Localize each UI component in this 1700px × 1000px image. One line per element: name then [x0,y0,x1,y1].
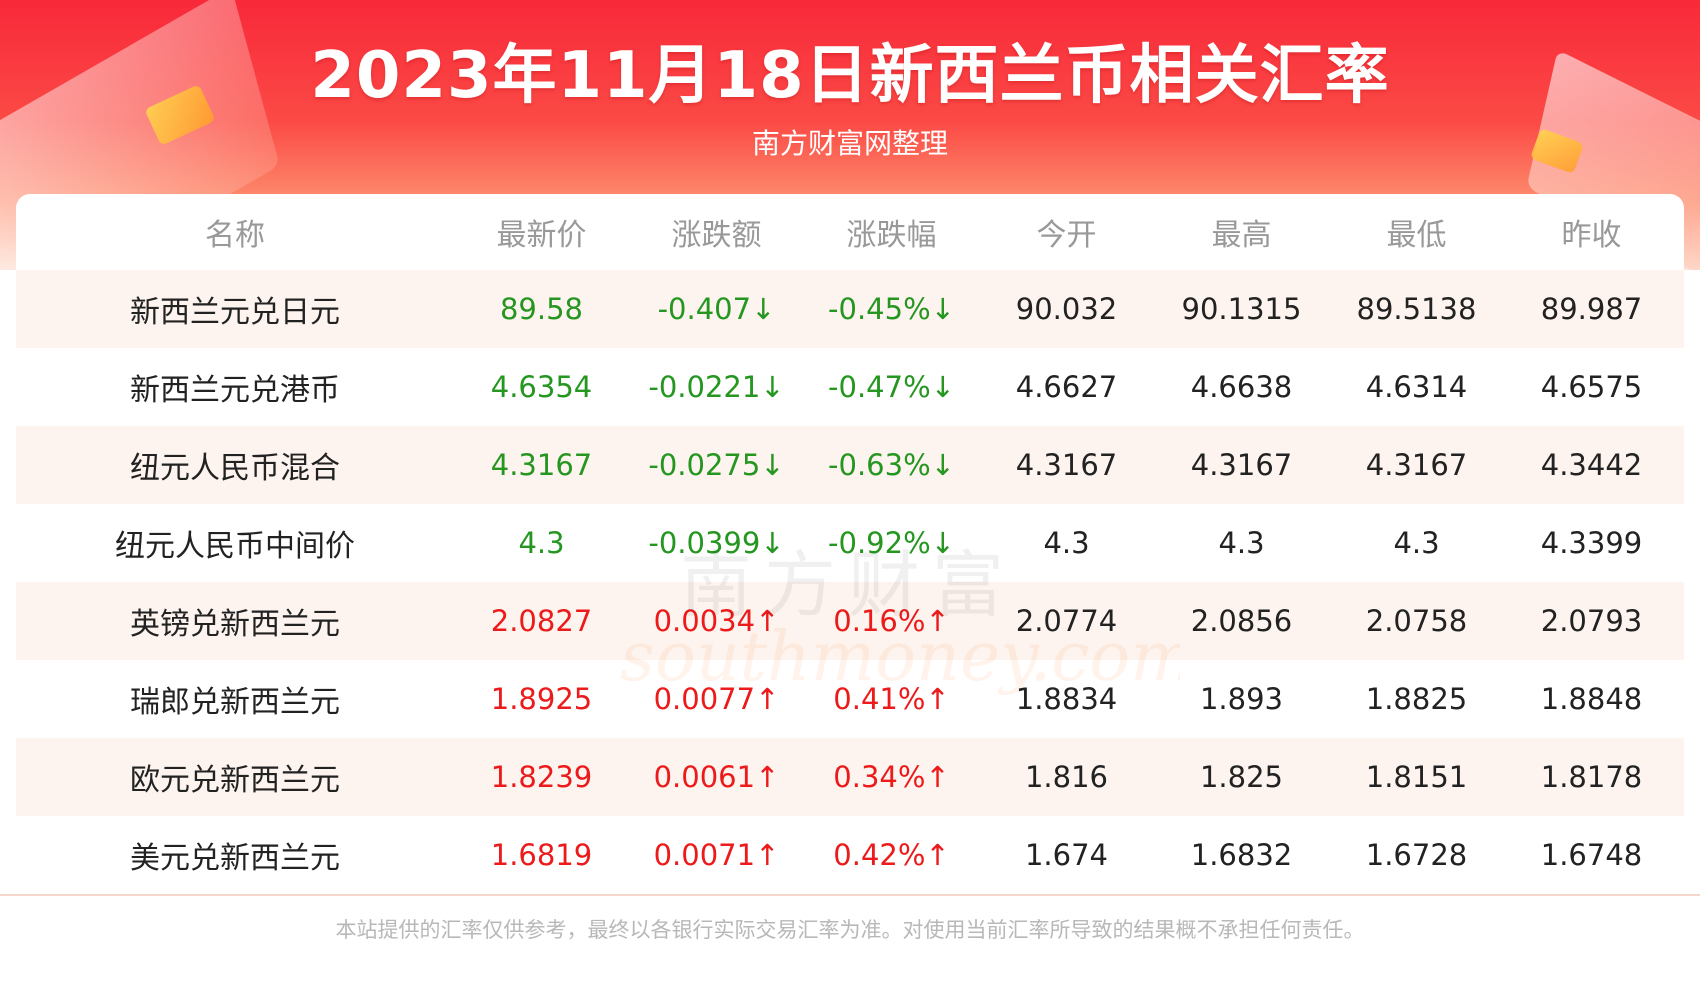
cell-low: 4.3 [1393,526,1440,560]
cell-change: -0.0275↓ [648,448,785,482]
cell-name: 纽元人民币中间价 [115,529,355,564]
disclaimer-text: 本站提供的汇率仅供参考，最终以各银行实际交易汇率为准。对使用当前汇率所导致的结果… [335,918,1365,942]
column-header-low: 最低 [1386,218,1447,253]
cell-change: 0.0077↑ [653,682,780,716]
cell-prev-close: 1.8178 [1540,760,1643,794]
cell-high: 90.1315 [1181,292,1302,326]
cell-open: 4.6627 [1015,370,1118,404]
cell-name: 新西兰元兑港币 [130,373,340,408]
cell-low: 1.6728 [1365,838,1468,872]
cell-change-pct: -0.63%↓ [828,448,955,482]
cell-latest: 1.6819 [490,838,593,872]
cell-latest: 4.3167 [490,448,593,482]
table-row: 欧元兑新西兰元 1.8239 0.0061↑ 0.34%↑ 1.816 1.82… [16,738,1684,816]
cell-prev-close: 1.8848 [1540,682,1643,716]
cell-low: 2.0758 [1365,604,1468,638]
cell-low: 1.8151 [1365,760,1468,794]
page-title: 2023年11月18日新西兰币相关汇率 [310,39,1390,113]
column-header-name: 名称 [205,218,265,253]
cell-latest: 4.3 [518,526,565,560]
cell-low: 4.3167 [1365,448,1468,482]
cell-prev-close: 4.6575 [1540,370,1643,404]
cell-latest: 89.58 [499,292,584,326]
cell-change: -0.407↓ [657,292,776,326]
cell-open: 1.8834 [1015,682,1118,716]
cell-high: 2.0856 [1190,604,1293,638]
footer-divider [0,894,1700,896]
table-row: 美元兑新西兰元 1.6819 0.0071↑ 0.42%↑ 1.674 1.68… [16,816,1684,894]
cell-high: 1.893 [1199,682,1284,716]
cell-latest: 2.0827 [490,604,593,638]
table-row: 新西兰元兑港币 4.6354 -0.0221↓ -0.47%↓ 4.6627 4… [16,348,1684,426]
cell-open: 4.3 [1043,526,1090,560]
cell-change-pct: 0.42%↑ [833,838,950,872]
cell-name: 瑞郎兑新西兰元 [130,685,340,720]
cell-open: 1.674 [1024,838,1109,872]
cell-high: 4.6638 [1190,370,1293,404]
cell-name: 英镑兑新西兰元 [130,607,340,642]
table-row: 英镑兑新西兰元 2.0827 0.0034↑ 0.16%↑ 2.0774 2.0… [16,582,1684,660]
cell-name: 新西兰元兑日元 [130,295,340,330]
cell-low: 4.6314 [1365,370,1468,404]
column-header-change-pct: 涨跌幅 [846,218,937,253]
column-header-change: 涨跌额 [671,218,762,253]
cell-low: 1.8825 [1365,682,1468,716]
table-row: 纽元人民币混合 4.3167 -0.0275↓ -0.63%↓ 4.3167 4… [16,426,1684,504]
table-row: 新西兰元兑日元 89.58 -0.407↓ -0.45%↓ 90.032 90.… [16,270,1684,348]
cell-high: 4.3167 [1190,448,1293,482]
cell-change: 0.0071↑ [653,838,780,872]
column-header-open: 今开 [1036,218,1097,253]
cell-change-pct: -0.92%↓ [828,526,955,560]
cell-high: 4.3 [1218,526,1265,560]
cell-prev-close: 4.3399 [1540,526,1643,560]
cell-open: 4.3167 [1015,448,1118,482]
cell-change-pct: -0.47%↓ [828,370,955,404]
cell-open: 1.816 [1024,760,1109,794]
table-header: 名称 最新价 涨跌额 涨跌幅 今开 最高 最低 昨收 [16,194,1684,270]
cell-change-pct: 0.16%↑ [833,604,950,638]
cell-open: 90.032 [1015,292,1118,326]
cell-high: 1.6832 [1190,838,1293,872]
column-header-high: 最高 [1211,218,1272,253]
cell-high: 1.825 [1199,760,1284,794]
cell-name: 美元兑新西兰元 [130,841,340,876]
cell-prev-close: 1.6748 [1540,838,1643,872]
cell-latest: 4.6354 [490,370,593,404]
cell-change: -0.0399↓ [648,526,785,560]
table-row: 纽元人民币中间价 4.3 -0.0399↓ -0.92%↓ 4.3 4.3 4.… [16,504,1684,582]
column-header-prev-close: 昨收 [1561,218,1622,253]
cell-prev-close: 2.0793 [1540,604,1643,638]
cell-change: -0.0221↓ [648,370,785,404]
cell-change-pct: 0.34%↑ [833,760,950,794]
cell-latest: 1.8925 [490,682,593,716]
cell-name: 纽元人民币混合 [130,451,340,486]
cell-prev-close: 4.3442 [1540,448,1643,482]
page-subtitle: 南方财富网整理 [751,127,948,160]
cell-change: 0.0034↑ [653,604,780,638]
cell-change-pct: 0.41%↑ [833,682,950,716]
rate-table: 名称 最新价 涨跌额 涨跌幅 今开 最高 最低 昨收 新西兰元兑日元 89.58… [16,194,1684,894]
cell-change: 0.0061↑ [653,760,780,794]
cell-name: 欧元兑新西兰元 [130,763,340,798]
cell-change-pct: -0.45%↓ [828,292,955,326]
column-header-latest: 最新价 [496,218,587,253]
cell-low: 89.5138 [1356,292,1477,326]
cell-open: 2.0774 [1015,604,1118,638]
cell-latest: 1.8239 [490,760,593,794]
table-row: 瑞郎兑新西兰元 1.8925 0.0077↑ 0.41%↑ 1.8834 1.8… [16,660,1684,738]
cell-prev-close: 89.987 [1540,292,1643,326]
